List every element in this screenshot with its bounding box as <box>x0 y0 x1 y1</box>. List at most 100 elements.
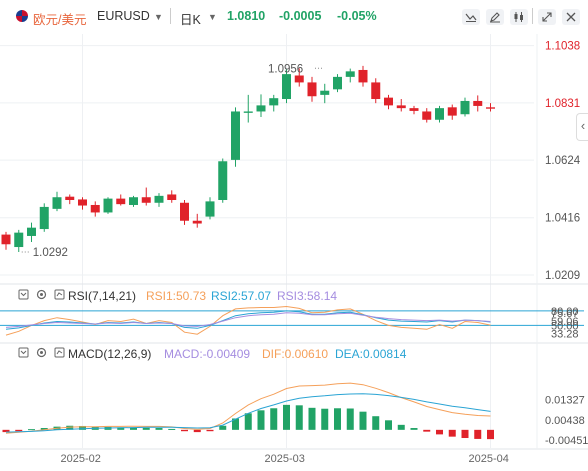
low-annotation: 1.0292 <box>33 247 68 259</box>
price-tick-label: 1.0416 <box>545 213 580 225</box>
macd-histogram-bar <box>28 429 35 431</box>
edit-icon[interactable] <box>486 9 504 25</box>
eu-us-flag-icon <box>16 10 28 22</box>
rsi1-legend: RSI1:50.73 <box>146 289 207 303</box>
macd-histogram-bar <box>142 427 150 430</box>
candle-body[interactable] <box>90 204 100 213</box>
candle-body[interactable] <box>269 98 279 106</box>
candle-body[interactable] <box>422 111 432 120</box>
macd-histogram-bar <box>423 429 431 432</box>
candle-body[interactable] <box>192 220 202 224</box>
candle-body[interactable] <box>409 108 419 111</box>
candle-body[interactable] <box>39 206 49 230</box>
macd-series-line <box>5 393 491 433</box>
macd-histogram-bar <box>321 408 329 430</box>
indicator-select-icon[interactable] <box>53 289 66 302</box>
candle-body[interactable] <box>1 234 11 245</box>
candle-body[interactable] <box>167 194 177 200</box>
candle-body[interactable] <box>243 111 253 113</box>
candle-body[interactable] <box>27 227 36 236</box>
macd-collapse-icon[interactable] <box>17 347 30 360</box>
candle-body[interactable] <box>116 198 126 205</box>
macd-histogram-bar <box>474 429 482 439</box>
candle-body[interactable] <box>384 97 393 106</box>
candle-body[interactable] <box>371 82 381 100</box>
candle-body[interactable] <box>129 197 138 205</box>
candle-body[interactable] <box>154 195 164 203</box>
candle-body[interactable] <box>14 232 24 248</box>
candle-body[interactable] <box>435 108 444 120</box>
macd-tick-label: 0.00438 <box>545 415 585 427</box>
macd-histogram-bar <box>308 407 316 430</box>
candlestick-icon[interactable] <box>510 9 528 25</box>
price-tick-label: 1.0209 <box>545 270 580 282</box>
candle-body[interactable] <box>320 90 330 95</box>
candle-body[interactable] <box>473 100 483 106</box>
dea-legend: DEA:0.00814 <box>335 347 407 361</box>
time-axis-label: 2025-04 <box>469 453 509 465</box>
candle-body[interactable] <box>52 197 62 209</box>
candle-body[interactable] <box>307 82 317 97</box>
symbol-label[interactable]: EURUSD <box>97 9 150 23</box>
settings-gear-icon[interactable] <box>35 289 48 302</box>
macd-histogram-bar <box>130 427 137 430</box>
candle-body[interactable] <box>447 107 457 116</box>
rsi-tick-label: 80.00 <box>551 306 579 318</box>
close-icon[interactable] <box>562 9 580 25</box>
macd-histogram-bar <box>15 429 23 432</box>
high-annotation: 1.0956 <box>268 63 303 75</box>
macd-histogram-bar <box>461 429 469 439</box>
period-chevron-down-icon[interactable]: ▼ <box>208 12 217 22</box>
macd-histogram-bar <box>155 428 163 430</box>
time-axis-label: 2025-03 <box>265 453 305 465</box>
trendline-icon[interactable] <box>462 9 480 25</box>
macd-histogram-bar <box>397 424 405 430</box>
macd-histogram-bar <box>334 408 341 430</box>
price-change-percent: -0.05% <box>337 9 377 23</box>
candle-body[interactable] <box>65 196 75 200</box>
candle-body[interactable] <box>205 201 215 217</box>
header-divider <box>170 8 171 24</box>
candle-body[interactable] <box>282 74 291 100</box>
collapse-icon[interactable] <box>17 289 30 302</box>
candle-body[interactable] <box>358 69 368 83</box>
price-tick-label: 1.0624 <box>545 155 581 167</box>
candle-body[interactable] <box>78 199 87 206</box>
candle-body[interactable] <box>231 111 240 160</box>
macd-tick-label: 0.01327 <box>545 395 585 407</box>
rsi2-legend: RSI2:57.07 <box>211 289 272 303</box>
candle-body[interactable] <box>460 100 470 115</box>
candle-body[interactable] <box>180 202 189 221</box>
tools-divider <box>532 8 533 24</box>
macd-histogram-bar <box>385 420 392 430</box>
chevron-down-icon[interactable]: ▼ <box>154 12 163 22</box>
price-tick-label: 1.1038 <box>545 41 580 53</box>
pair-name-cn[interactable]: 欧元/美元 <box>33 13 87 27</box>
candle-body[interactable] <box>141 197 151 203</box>
chevron-left-icon[interactable]: ‹ <box>576 113 588 141</box>
candle-body[interactable] <box>103 198 113 213</box>
candle-body[interactable] <box>345 71 355 77</box>
macd-settings-gear-icon[interactable] <box>35 347 48 360</box>
dif-legend: DIF:0.00610 <box>262 347 329 361</box>
candle-body[interactable] <box>294 75 304 83</box>
rsi3-legend: RSI3:58.14 <box>277 289 338 303</box>
macd-series-line <box>5 382 491 434</box>
macd-histogram-bar <box>410 428 418 430</box>
macd-histogram-bar <box>206 429 214 432</box>
macd-indicator-select-icon[interactable] <box>53 347 66 360</box>
candle-body[interactable] <box>218 161 228 200</box>
macd-histogram-bar <box>219 425 227 430</box>
macd-histogram-bar <box>2 429 10 433</box>
macd-histogram-bar <box>372 416 380 430</box>
candle-body[interactable] <box>486 107 495 109</box>
candle-body[interactable] <box>396 105 406 109</box>
expand-icon[interactable] <box>538 9 556 25</box>
macd-tick-label: -0.00451 <box>545 435 588 447</box>
period-selector[interactable]: 日K <box>180 13 201 27</box>
candle-body[interactable] <box>333 76 342 90</box>
macd-histogram-bar <box>168 428 176 430</box>
time-axis-label: 2025-02 <box>61 453 101 465</box>
candle-body[interactable] <box>256 105 266 112</box>
